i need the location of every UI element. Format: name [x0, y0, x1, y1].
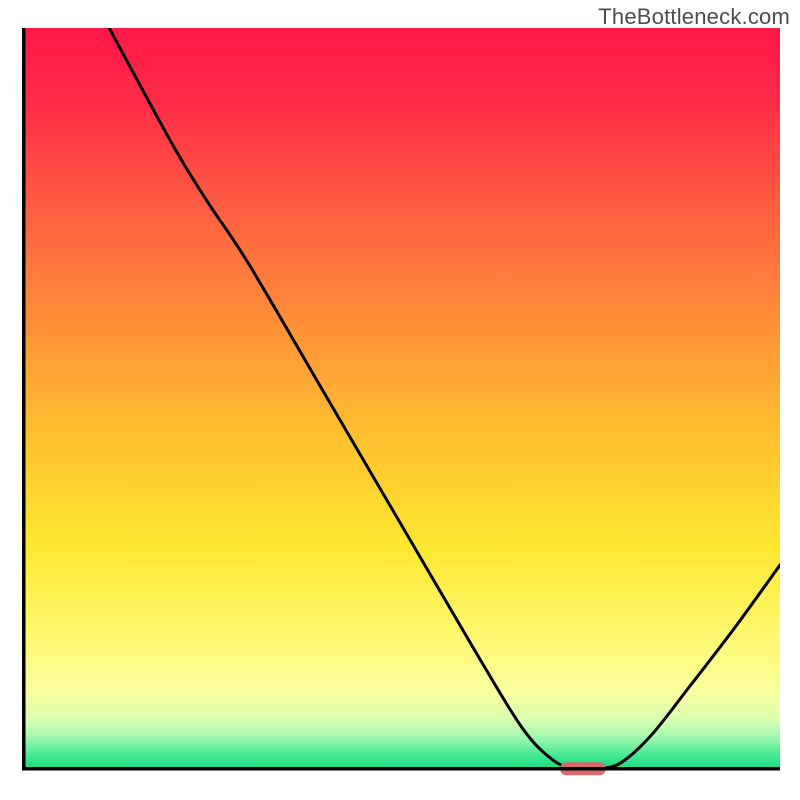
chart-container: TheBottleneck.com [0, 0, 800, 800]
chart-svg [22, 28, 780, 780]
attribution-text: TheBottleneck.com [598, 4, 790, 30]
bottleneck-curve-plot [22, 28, 780, 780]
